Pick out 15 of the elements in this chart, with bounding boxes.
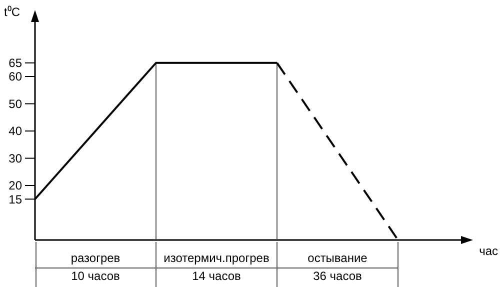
y-tick-label: 15 <box>8 192 22 206</box>
text: остывание <box>308 251 368 265</box>
y-tick-label: 50 <box>8 96 22 111</box>
text: 36 часов <box>313 269 362 283</box>
y-tick-label: 30 <box>8 151 22 166</box>
y-tick-label: 20 <box>8 178 22 193</box>
y-tick-label: 65 <box>8 56 22 70</box>
y-tick-label: 60 <box>8 70 22 84</box>
y-axis-title: t⁰C <box>4 5 20 19</box>
text: 10 часов <box>71 269 120 283</box>
y-tick-label: 40 <box>8 124 22 138</box>
text: изотермич.прогрев <box>164 251 270 265</box>
text: 14 часов <box>192 269 241 283</box>
x-axis-title: час <box>479 244 498 258</box>
text: разогрев <box>70 251 120 265</box>
